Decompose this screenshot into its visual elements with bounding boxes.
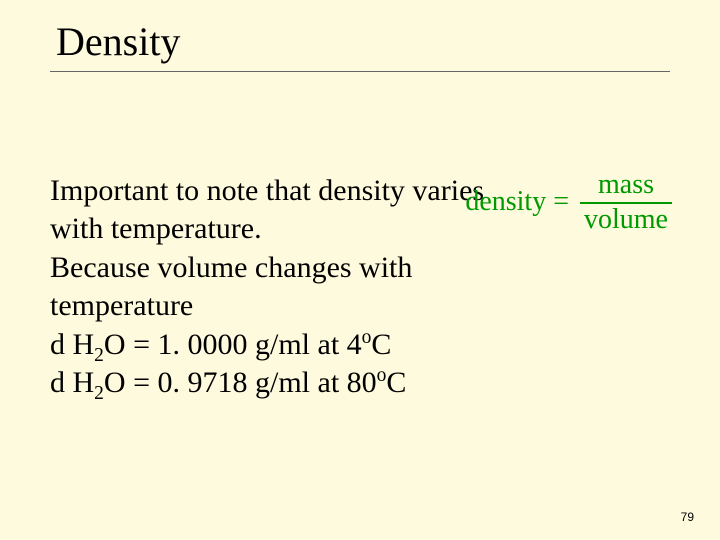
title-container: Density: [50, 18, 670, 72]
line5-mid: O = 1. 0000 g/ml at 4: [104, 328, 362, 361]
line6-prefix: d H: [50, 366, 94, 399]
formula-denominator: volume: [580, 205, 672, 236]
formula-numerator: mass: [580, 170, 672, 201]
formula-fraction: mass volume: [580, 170, 672, 236]
line5-sup: o: [362, 327, 372, 348]
density-formula: density = mass volume: [465, 170, 672, 236]
line5-suffix: C: [371, 328, 391, 361]
slide-title: Density: [50, 18, 670, 65]
slide: Density density = mass volume Important …: [0, 0, 720, 540]
formula-lhs: density =: [465, 187, 569, 218]
line5-sub: 2: [94, 345, 104, 366]
body-line-5: d H2O = 1. 0000 g/ml at 4oC: [50, 326, 670, 364]
line6-sub: 2: [94, 383, 104, 404]
line6-sup: o: [377, 365, 387, 386]
body-line-6: d H2O = 0. 9718 g/ml at 80oC: [50, 364, 670, 402]
page-number: 79: [681, 510, 694, 524]
body-line-3: Because volume changes with: [50, 249, 670, 287]
line6-mid: O = 0. 9718 g/ml at 80: [104, 366, 377, 399]
line6-suffix: C: [386, 366, 406, 399]
line5-prefix: d H: [50, 328, 94, 361]
body-line-4: temperature: [50, 287, 670, 325]
